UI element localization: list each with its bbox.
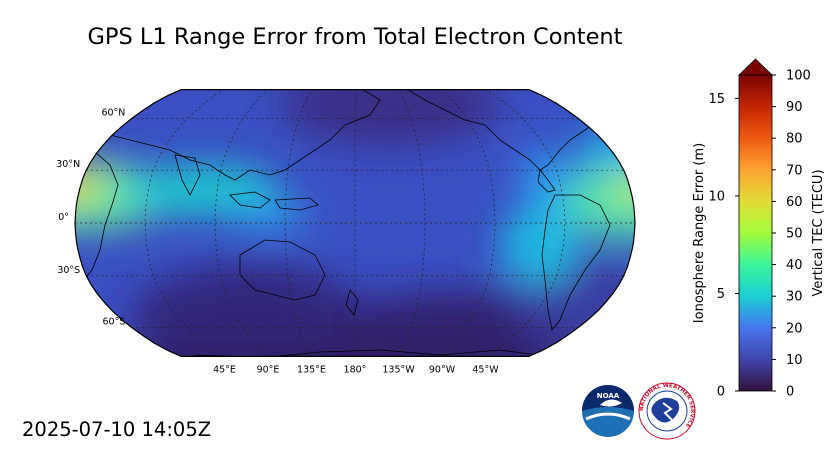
colorbar-right-tick-label: 70 [786,163,803,178]
colorbar-right-tick-label: 50 [786,227,803,242]
colorbar-right-tick-label: 20 [786,321,803,336]
longitude-labels: 45°E 90°E 135°E 180° 135°W 90°W 45°W [213,364,499,375]
colorbar-scale [738,74,773,392]
latitude-label: 0° [58,212,69,223]
longitude-label: 180° [344,364,367,375]
colorbar-right-label: Vertical TEC (TECU) [811,169,826,296]
longitude-label: 135°W [382,364,415,375]
nws-logo: NATIONAL WEATHER SERVICE [638,382,696,440]
latitude-label: 60°N [101,108,125,119]
map-area [74,89,636,357]
longitude-label: 45°E [213,364,236,375]
meridian-line [284,89,312,357]
colorbar-right-tick-label: 80 [786,132,803,147]
colorbar-left-tick-label: 0 [717,385,725,400]
latitude-labels: 60°N 30°N 0° 30°S 60°S [56,108,125,328]
noaa-logo: NOAA [582,385,634,437]
colorbar-right-tick-label: 100 [786,69,811,84]
colorbar-extend-arrow [738,58,773,76]
colorbar-right-ticks: 0 10 20 30 40 50 60 70 80 90 100 [772,69,811,400]
timestamp: 2025-07-10 14:05Z [22,418,212,441]
longitude-label: 90°W [429,364,456,375]
graticule [75,89,635,357]
latitude-label: 60°S [103,316,126,327]
globe-outline [74,89,636,357]
colorbar-right-tick-label: 90 [786,100,803,115]
meridian-line [214,89,269,357]
longitude-label: 90°E [257,364,280,375]
longitude-label: 135°E [297,364,326,375]
tec-field [75,89,635,357]
longitude-label: 45°W [472,364,499,375]
latitude-label: 30°N [56,159,80,170]
colorbar-right-tick-label: 0 [786,385,794,400]
colorbar: 0 5 10 15 0 10 20 30 40 50 60 70 80 90 100 Ionosphere… [692,58,826,400]
meridian-line [441,89,496,357]
colorbar-left-tick-label: 10 [708,189,725,204]
colorbar-right-tick-label: 10 [786,353,803,368]
colorbar-right-tick-label: 40 [786,258,803,273]
latitude-label: 30°S [57,265,80,276]
meridian-line [398,89,426,357]
map-title: GPS L1 Range Error from Total Electron C… [87,24,623,50]
colorbar-left-label: Ionosphere Range Error (m) [692,143,707,323]
colorbar-left-tick-label: 5 [717,287,725,302]
colorbar-right-tick-label: 60 [786,195,803,210]
colorbar-left-tick-label: 15 [708,92,725,107]
colorbar-right-tick-label: 30 [786,290,803,305]
colorbar-left-ticks: 0 5 10 15 [708,92,739,400]
noaa-logo-text: NOAA [597,392,620,400]
